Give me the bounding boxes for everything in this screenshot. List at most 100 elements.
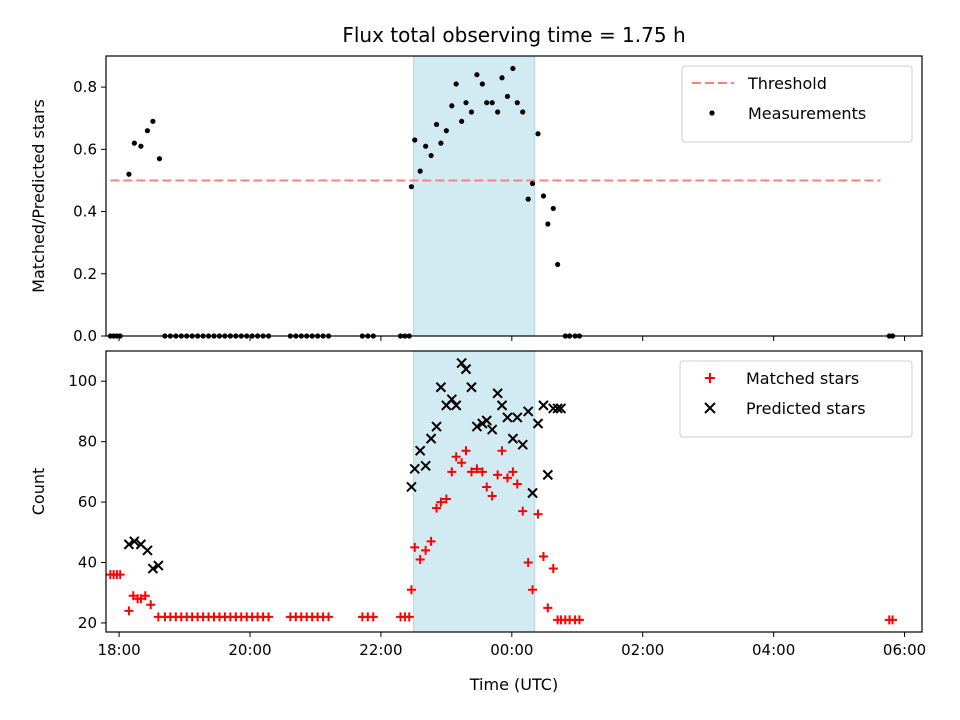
legend: Threshold Measurements: [681, 65, 913, 143]
predicted-stars-point: [481, 415, 492, 426]
x-tick-label: 02:00: [621, 641, 664, 659]
matched-stars-point: [264, 612, 274, 622]
matched-stars-point: [543, 603, 553, 613]
predicted-stars-point: [450, 400, 462, 411]
predicted-stars-point: [517, 439, 528, 450]
series-predicted-stars: [123, 357, 567, 574]
predicted-stars-point: [512, 412, 523, 423]
matched-stars-point: [466, 467, 476, 477]
predicted-stars-point: [153, 560, 164, 571]
x-tick-label: 06:00: [883, 641, 926, 659]
y-tick-label: 40: [78, 554, 97, 572]
measurement-point: [449, 103, 455, 109]
predicted-stars-point: [542, 469, 554, 481]
measurement-point: [468, 109, 475, 115]
matched-stars-point: [487, 491, 497, 501]
matched-stars-point: [457, 458, 467, 468]
matched-stars-point: [432, 503, 442, 513]
measurement-point: [150, 118, 156, 124]
predicted-stars-point: [492, 388, 503, 399]
measurement-point: [499, 75, 505, 81]
predicted-stars-point: [507, 433, 519, 444]
matched-stars-point: [415, 554, 425, 564]
y-tick-label: 100: [68, 372, 97, 390]
measurement-point: [479, 81, 485, 87]
figure-title: Flux total observing time = 1.75 h: [342, 23, 685, 47]
measurement-point: [555, 261, 561, 268]
matched-stars-point: [523, 558, 533, 568]
top-panel-matched-predicted-ratio: 0.0 0.2 0.4 0.6 0.8 Matched/Predicted stars Th…: [29, 55, 923, 345]
observing-window-shade: [413, 56, 535, 336]
measurement-point: [412, 137, 418, 143]
y-tick-label: 0.2: [73, 265, 97, 283]
matched-stars-point: [888, 615, 898, 625]
matched-stars-point: [115, 570, 125, 580]
matched-stars-point: [436, 497, 446, 507]
measurement-point: [428, 152, 434, 159]
measurement-point: [144, 128, 151, 134]
measurement-point: [459, 118, 465, 124]
predicted-stars-point: [555, 403, 567, 414]
y-tick-label: 0.6: [73, 140, 97, 158]
matched-stars-point: [146, 600, 156, 610]
legend-matched-swatch: [705, 373, 715, 383]
predicted-stars-point: [414, 445, 426, 456]
predicted-stars-point: [446, 394, 458, 405]
observing-window-shade: [413, 351, 535, 632]
matched-stars-point: [574, 615, 584, 625]
measurement-point: [417, 168, 423, 174]
predicted-stars-point: [532, 418, 544, 429]
predicted-stars-point: [435, 382, 447, 393]
matched-stars-point: [518, 506, 528, 516]
measurement-point: [156, 156, 163, 162]
x-axis-label: Time (UTC): [469, 675, 558, 694]
legend-label: Threshold: [747, 74, 827, 93]
measurement-point: [408, 184, 415, 190]
measurement-point: [550, 205, 556, 212]
matched-stars-point: [368, 612, 378, 622]
bottom-panel-star-counts: 20 40 60 80 100 18:00 20:00 22:00 00:00 02:00 04:0…: [29, 350, 926, 694]
x-tick-label: 04:00: [752, 641, 795, 659]
matched-stars-point: [533, 509, 543, 519]
legend-label: Matched stars: [746, 369, 859, 388]
measurement-point: [489, 100, 495, 106]
axes-frame: [105, 350, 923, 633]
matched-stars-point: [502, 473, 512, 483]
measurement-point: [126, 171, 132, 177]
predicted-stars-point: [522, 406, 534, 417]
matched-stars-point: [528, 585, 538, 595]
measurement-point: [484, 100, 490, 106]
measurement-point: [510, 65, 516, 72]
measurement-point: [535, 131, 541, 137]
predicted-stars-point: [538, 400, 549, 411]
predicted-stars-point: [123, 539, 135, 550]
legend-measurement-swatch: [709, 110, 715, 116]
matched-stars-point: [482, 482, 492, 492]
x-tick-label: 22:00: [359, 641, 402, 659]
axes-frame: [105, 55, 923, 337]
matched-stars-point: [140, 591, 150, 601]
matched-stars-point: [426, 536, 436, 546]
measurement-point: [504, 93, 511, 100]
matched-stars-point: [477, 467, 487, 477]
measurement-point: [514, 100, 520, 106]
predicted-stars-point: [552, 403, 563, 414]
matched-stars-point: [421, 545, 431, 555]
matched-stars-point: [512, 479, 522, 489]
y-tick-label: 0.4: [73, 203, 97, 221]
predicted-stars-point: [471, 421, 483, 432]
legend-label: Measurements: [748, 104, 866, 123]
matched-stars-point: [548, 564, 558, 574]
matched-stars-point: [493, 470, 503, 480]
predicted-stars-point: [409, 463, 420, 475]
measurement-point: [138, 143, 144, 149]
predicted-stars-point: [460, 363, 472, 375]
y-tick-label: 60: [78, 493, 97, 511]
matched-stars-point: [451, 452, 461, 462]
measurement-point: [525, 196, 531, 202]
matched-stars-point: [404, 612, 414, 622]
measurement-point: [495, 109, 501, 115]
matched-stars-point: [461, 446, 471, 456]
x-tick-label: 18:00: [97, 641, 140, 659]
legend-box: [679, 360, 913, 438]
